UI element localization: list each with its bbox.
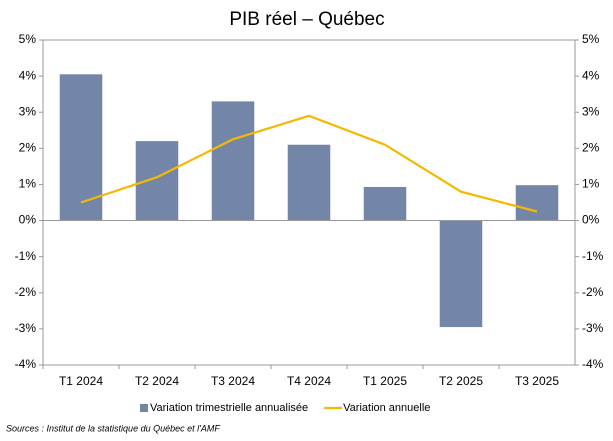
x-tick-label: T2 2024 [135,374,179,388]
x-tick-label: T1 2025 [363,374,407,388]
y-tick-label: -3% [15,321,37,335]
chart-title: PIB réel – Québec [229,9,384,30]
plot-border [42,39,576,366]
y-tick-label: 3% [19,104,37,118]
y2-tick-label: 4% [582,68,600,82]
bar [363,186,407,221]
bar [515,185,559,221]
y2-tick-label: 2% [582,141,600,155]
y2-tick-label: -2% [582,285,604,299]
line [80,114,538,213]
y-tick-label: -4% [15,357,37,371]
y-tick-label: 2% [19,141,37,155]
source: Sources : Institut de la statistique du … [6,423,220,433]
y2-tick-label: -4% [582,357,604,371]
y2-tick-label: 0% [582,213,600,227]
y-tick-label: 0% [19,213,37,227]
x-tick-label: T2 2025 [439,374,483,388]
bar [135,141,179,221]
y2-tick-label: 3% [582,104,600,118]
x-tick-label: T1 2024 [59,374,103,388]
legend-label: Variation annuelle [343,402,430,414]
bar [59,74,103,221]
y-tick-label: -2% [15,285,37,299]
bar [287,144,331,221]
bar [211,101,255,221]
x-tick-label: T4 2024 [287,374,331,388]
legend-swatch [140,404,148,412]
x-tick-label: T3 2025 [515,374,559,388]
y-tick-label: 4% [19,68,37,82]
y2-tick-label: -3% [582,321,604,335]
y-tick-label: 5% [19,32,37,46]
bar [439,220,483,328]
x-tick-label: T3 2024 [211,374,255,388]
y2-tick-label: -1% [582,249,604,263]
y2-tick-label: 1% [582,177,600,191]
y2-tick-label: 5% [582,32,600,46]
legend-label: Variation trimestrielle annualisée [150,402,308,414]
y-tick-label: 1% [19,177,37,191]
y-tick-label: -1% [15,249,37,263]
